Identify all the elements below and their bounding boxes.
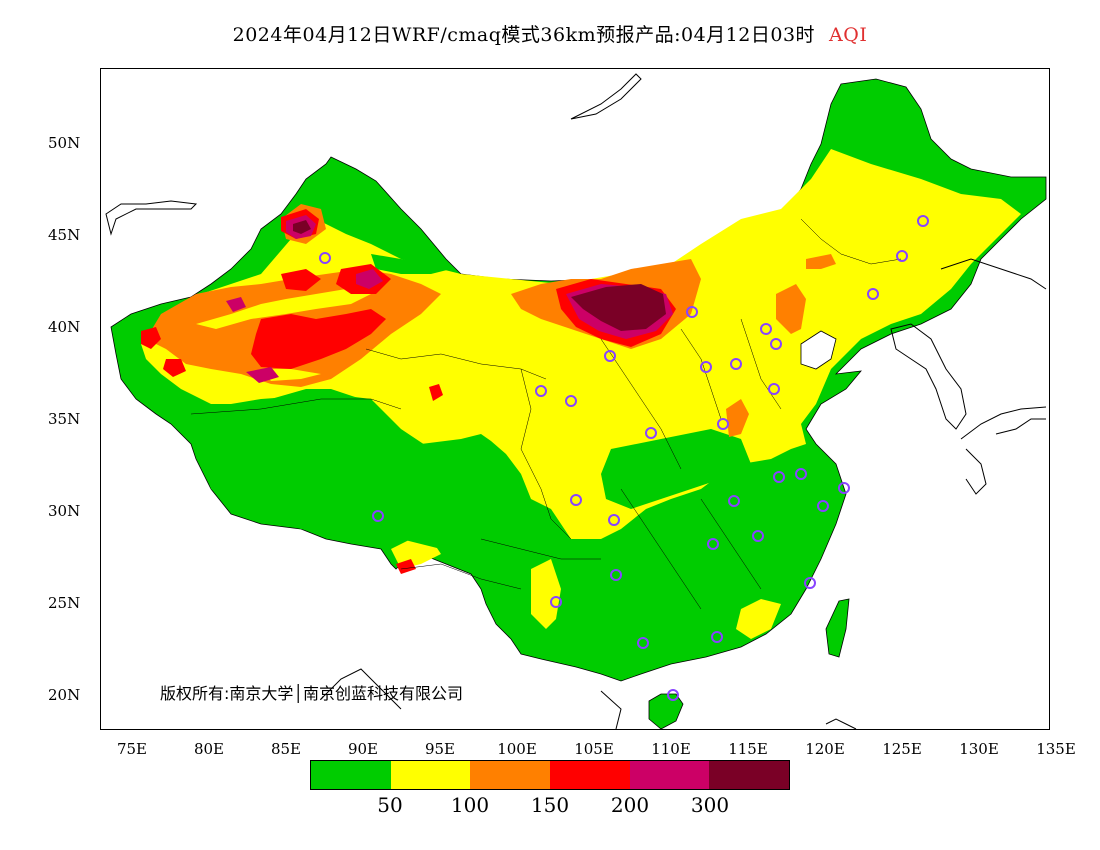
- x-tick-90e: 90E: [347, 740, 379, 758]
- x-tick-80e: 80E: [193, 740, 225, 758]
- copyright-text: 版权所有:南京大学│南京创蓝科技有限公司: [160, 684, 464, 703]
- title-main: 2024年04月12日WRF/cmaq模式36km预报产品:04月12日03时: [232, 24, 816, 46]
- x-tick-100e: 100E: [497, 740, 537, 758]
- y-tick-40n: 40N: [48, 318, 81, 336]
- x-tick-95e: 95E: [424, 740, 456, 758]
- colorbar-label-200: 200: [610, 793, 650, 817]
- title-variable: AQI: [829, 24, 868, 46]
- colorbar-label-150: 150: [530, 793, 570, 817]
- city-markers: [319, 215, 929, 701]
- map-frame: [100, 68, 1050, 730]
- region-moderate: [141, 149, 1021, 539]
- x-tick-85e: 85E: [270, 740, 302, 758]
- colorbar-seg-very-unhealthy: [629, 761, 710, 789]
- colorbar: [310, 760, 790, 790]
- x-tick-125e: 125E: [882, 740, 922, 758]
- region-hazardous: [571, 284, 666, 331]
- map-title: 2024年04月12日WRF/cmaq模式36km预报产品:04月12日03时 A…: [0, 20, 1100, 47]
- colorbar-seg-good: [311, 761, 391, 789]
- colorbar-seg-moderate: [390, 761, 471, 789]
- y-tick-35n: 35N: [48, 410, 81, 428]
- y-tick-30n: 30N: [48, 502, 81, 520]
- x-tick-135e: 135E: [1036, 740, 1076, 758]
- region-unhealthy: [251, 309, 386, 369]
- colorbar-seg-hazardous: [709, 761, 790, 789]
- y-tick-50n: 50N: [48, 134, 81, 152]
- y-tick-45n: 45N: [48, 226, 81, 244]
- x-tick-120e: 120E: [805, 740, 845, 758]
- colorbar-label-300: 300: [690, 793, 730, 817]
- aqi-map-graphic: [105, 73, 1047, 729]
- x-tick-115e: 115E: [728, 740, 768, 758]
- colorbar-label-100: 100: [450, 793, 490, 817]
- x-tick-110e: 110E: [651, 740, 691, 758]
- x-tick-105e: 105E: [574, 740, 614, 758]
- colorbar-seg-usg: [470, 761, 551, 789]
- y-tick-20n: 20N: [48, 686, 81, 704]
- x-tick-130e: 130E: [959, 740, 999, 758]
- colorbar-label-50: 50: [377, 793, 403, 817]
- colorbar-seg-unhealthy: [550, 761, 630, 789]
- x-tick-75e: 75E: [116, 740, 148, 758]
- y-tick-25n: 25N: [48, 594, 81, 612]
